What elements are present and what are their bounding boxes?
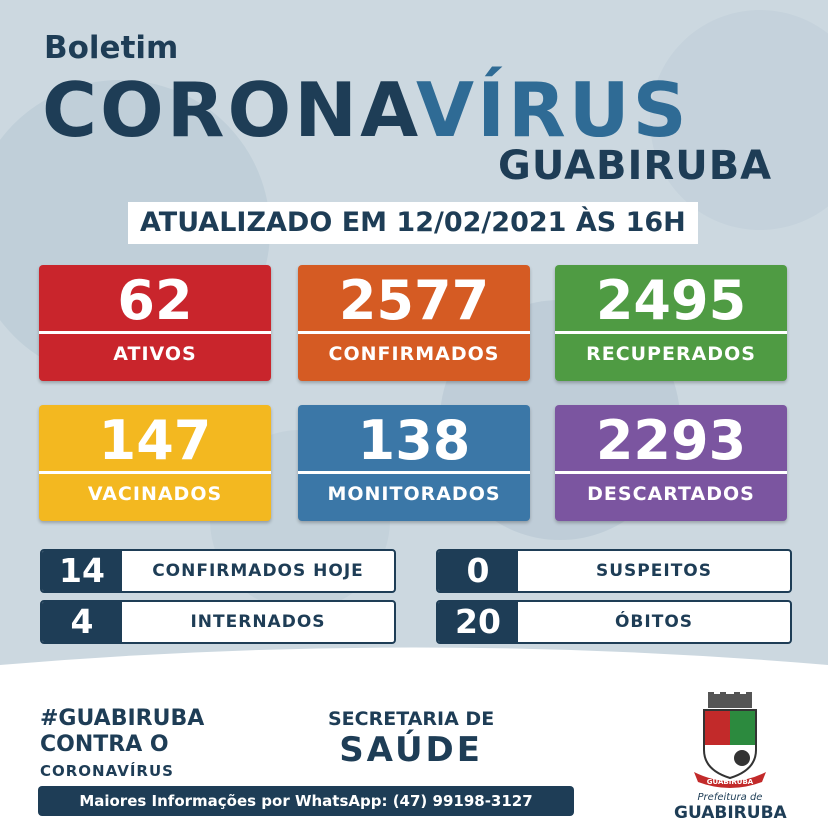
department-block: SECRETARIA DE SAÚDE <box>328 708 494 770</box>
logo-title: GUABIRUBA <box>674 803 787 823</box>
logo-subtitle: Prefeitura de <box>697 792 763 803</box>
coat-of-arms-icon: GUABIRUBA <box>694 692 766 788</box>
hashtag: #GUABIRUBA <box>40 706 205 731</box>
card-divider <box>39 471 271 474</box>
card-divider <box>298 471 530 474</box>
card-divider <box>298 331 530 334</box>
card-label: ATIVOS <box>113 343 197 365</box>
card-monitorados: 138 MONITORADOS <box>298 405 530 521</box>
title-part-corona: CORONA <box>42 66 417 154</box>
stat-internados: 4 INTERNADOS <box>40 600 396 644</box>
whatsapp-info-bar: Maiores Informações por WhatsApp: (47) 9… <box>38 786 574 816</box>
card-label: RECUPERADOS <box>586 343 756 365</box>
card-label: MONITORADOS <box>327 483 501 505</box>
campaign-hashtag-block: #GUABIRUBA CONTRA O CORONAVÍRUS <box>40 706 204 784</box>
card-descartados: 2293 DESCARTADOS <box>555 405 787 521</box>
card-divider <box>555 331 787 334</box>
card-value: 2495 <box>595 269 747 332</box>
title-part-virus: VÍRUS <box>416 66 690 154</box>
stat-label: INTERNADOS <box>190 612 326 632</box>
stat-label: ÓBITOS <box>614 612 694 632</box>
card-value: 138 <box>357 409 471 472</box>
card-recuperados: 2495 RECUPERADOS <box>555 265 787 381</box>
stat-value: 20 <box>438 602 518 642</box>
department-line-1: SECRETARIA DE <box>328 708 495 730</box>
card-confirmados: 2577 CONFIRMADOS <box>298 265 530 381</box>
card-value: 147 <box>98 409 212 472</box>
card-value: 2293 <box>595 409 747 472</box>
stat-confirmados-hoje: 14 CONFIRMADOS HOJE <box>40 549 396 593</box>
department-line-2: SAÚDE <box>339 730 483 770</box>
stat-suspeitos: 0 SUSPEITOS <box>436 549 792 593</box>
card-divider <box>39 331 271 334</box>
card-value: 2577 <box>338 269 490 332</box>
card-vacinados: 147 VACINADOS <box>39 405 271 521</box>
card-divider <box>555 471 787 474</box>
stat-label: SUSPEITOS <box>596 561 712 581</box>
stat-value: 4 <box>42 602 122 642</box>
municipal-logo: GUABIRUBA Prefeitura de GUABIRUBA <box>674 690 787 823</box>
campaign-line-3: CORONAVÍRUS <box>40 762 174 780</box>
card-ativos: 62 ATIVOS <box>39 265 271 381</box>
updated-banner: ATUALIZADO EM 12/02/2021 ÀS 16H <box>128 202 698 244</box>
bulletin-kicker: Boletim <box>44 30 179 66</box>
stat-label: CONFIRMADOS HOJE <box>152 561 364 581</box>
card-value: 62 <box>117 269 193 332</box>
card-label: DESCARTADOS <box>587 483 755 505</box>
page-title: CORONAVÍRUS <box>42 70 690 150</box>
card-label: VACINADOS <box>87 483 223 505</box>
campaign-line-2: CONTRA O <box>40 732 169 757</box>
stat-value: 0 <box>438 551 518 591</box>
stat-value: 14 <box>42 551 122 591</box>
stat-obitos: 20 ÓBITOS <box>436 600 792 644</box>
card-label: CONFIRMADOS <box>328 343 500 365</box>
city-name: GUABIRUBA <box>498 143 773 189</box>
logo-banner-text: GUABIRUBA <box>707 778 754 786</box>
